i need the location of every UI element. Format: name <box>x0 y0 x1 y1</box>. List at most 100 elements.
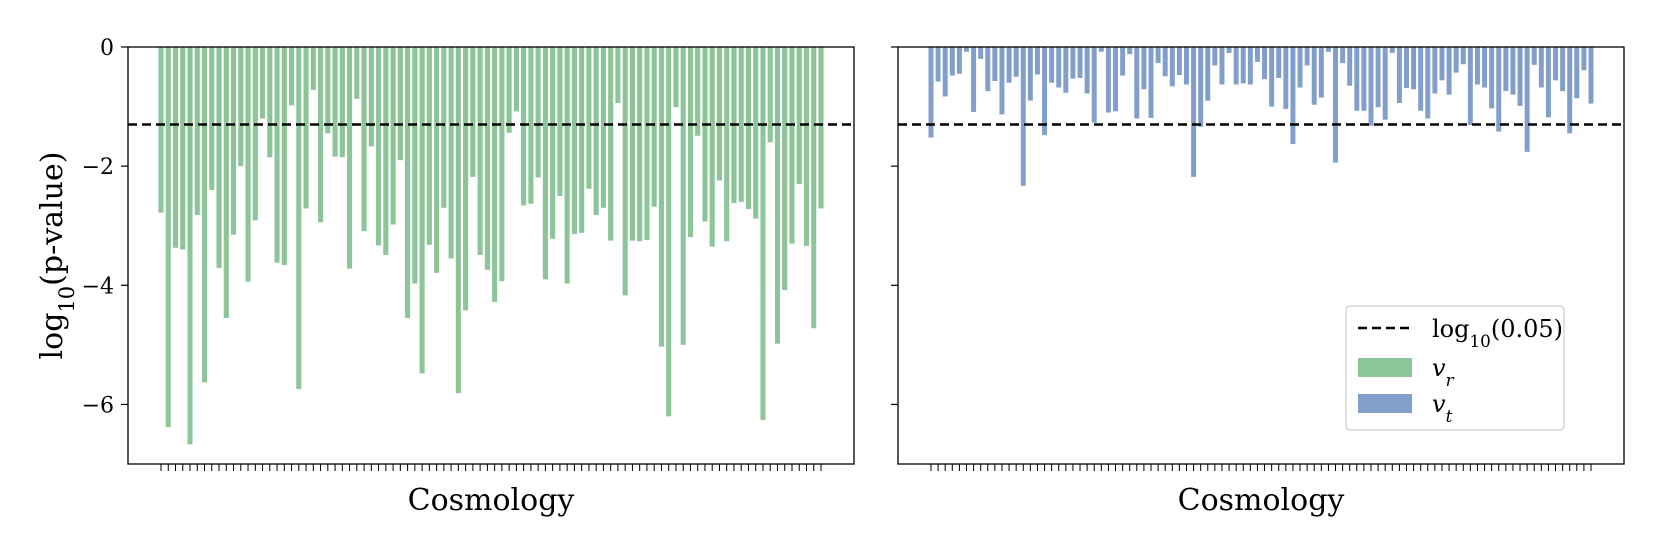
plot-frame <box>127 46 855 465</box>
bar-vr-51 <box>521 47 527 206</box>
bar-vr-7 <box>201 47 208 383</box>
bar-vr-85 <box>767 47 773 143</box>
bar-vr-76 <box>702 47 708 222</box>
legend-vr-label: vr <box>1432 354 1455 390</box>
bar-vr-23 <box>318 47 324 223</box>
bar-vt-8 <box>978 47 984 59</box>
bar-vr-11 <box>230 47 237 235</box>
bar-vr-34 <box>397 47 403 161</box>
bar-vr-10 <box>223 47 229 319</box>
bar-vr-21 <box>303 47 309 209</box>
bar-vr-13 <box>245 47 251 282</box>
bar-vt-3 <box>942 47 948 97</box>
bar-vr-31 <box>376 47 382 246</box>
bar-vt-42 <box>1219 47 1225 85</box>
bar-vr-68 <box>644 47 650 241</box>
bar-vt-71 <box>1425 47 1431 119</box>
bar-vt-93 <box>1581 47 1587 71</box>
bar-vt-77 <box>1467 47 1473 126</box>
bar-vr-37 <box>419 47 425 374</box>
bar-vt-49 <box>1269 47 1275 107</box>
bar-vr-6 <box>194 47 200 215</box>
y-axis-title: log10(p-value) <box>35 152 79 360</box>
bar-vr-75 <box>695 47 701 136</box>
bar-vt-84 <box>1517 47 1523 106</box>
bar-vt-51 <box>1283 47 1289 109</box>
bar-vr-49 <box>506 47 512 133</box>
bar-vt-5 <box>956 47 962 74</box>
panel-vr: 0 −2 −4 −6 Cosmology log10(p-value) <box>35 36 855 518</box>
bar-vt-74 <box>1446 47 1452 95</box>
x-axis-title: Cosmology <box>1178 483 1345 518</box>
bar-vr-83 <box>753 47 759 219</box>
bar-vt-86 <box>1531 47 1537 65</box>
bar-vt-55 <box>1311 47 1317 105</box>
bar-vt-40 <box>1205 47 1211 101</box>
bar-vt-66 <box>1389 47 1395 53</box>
bar-vr-65 <box>622 47 628 296</box>
plot-frame <box>897 46 1625 465</box>
bar-vt-6 <box>964 47 969 52</box>
bar-vt-19 <box>1056 47 1062 88</box>
bar-vr-22 <box>310 47 316 90</box>
bar-vr-33 <box>390 47 396 225</box>
y-tick-label: −2 <box>82 155 114 180</box>
bar-vt-10 <box>992 47 998 81</box>
bar-vr-66 <box>629 47 635 241</box>
bar-vt-18 <box>1049 47 1055 83</box>
bar-vr-17 <box>274 47 280 263</box>
bar-vt-16 <box>1034 47 1040 75</box>
bar-vr-3 <box>172 47 179 248</box>
bar-vr-5 <box>187 47 193 445</box>
legend-vr-swatch <box>1358 358 1412 377</box>
bar-vt-73 <box>1439 47 1445 81</box>
bar-vr-67 <box>637 47 643 242</box>
bar-vt-39 <box>1198 47 1204 127</box>
bar-vt-29 <box>1127 47 1133 55</box>
bar-vr-74 <box>687 47 693 238</box>
bar-vt-1 <box>928 47 934 138</box>
bar-vr-73 <box>680 47 686 345</box>
bar-vt-92 <box>1574 47 1580 99</box>
bar-vt-9 <box>985 47 991 92</box>
bar-vt-32 <box>1148 47 1154 118</box>
bar-vt-53 <box>1297 47 1303 88</box>
bar-vr-54 <box>542 47 548 280</box>
bar-vr-12 <box>238 47 244 167</box>
bar-vr-26 <box>339 47 345 158</box>
bar-vt-88 <box>1545 47 1551 118</box>
bar-vr-24 <box>325 47 331 134</box>
bar-vt-70 <box>1418 47 1424 111</box>
bar-vt-27 <box>1113 47 1118 112</box>
bar-vr-9 <box>216 47 222 269</box>
bar-vt-58 <box>1333 47 1338 163</box>
bar-vr-32 <box>383 47 389 255</box>
bar-vr-29 <box>361 47 367 232</box>
bar-vr-71 <box>666 47 672 417</box>
bar-vr-41 <box>448 47 454 259</box>
bar-vr-40 <box>441 47 447 208</box>
bar-vr-19 <box>289 47 295 106</box>
bar-vr-77 <box>709 47 715 247</box>
bar-vt-25 <box>1098 47 1104 52</box>
bar-vr-70 <box>658 47 664 347</box>
bar-vr-89 <box>796 47 802 185</box>
bar-vr-27 <box>347 47 353 269</box>
bar-vt-67 <box>1396 47 1402 103</box>
bar-vr-53 <box>535 47 541 178</box>
bar-vt-85 <box>1524 47 1530 152</box>
bar-vt-35 <box>1169 47 1175 87</box>
bar-vt-4 <box>949 47 955 76</box>
bar-vr-28 <box>354 47 360 99</box>
legend-threshold-label: log10(0.05) <box>1432 315 1563 351</box>
bar-vt-7 <box>971 47 977 112</box>
bar-vr-42 <box>455 47 461 394</box>
bar-vt-17 <box>1042 47 1048 136</box>
y-tick-label: −4 <box>82 274 114 299</box>
bar-vr-59 <box>579 47 585 233</box>
bar-vt-78 <box>1474 47 1480 85</box>
bar-vr-88 <box>789 47 795 244</box>
bar-vt-46 <box>1247 47 1253 85</box>
